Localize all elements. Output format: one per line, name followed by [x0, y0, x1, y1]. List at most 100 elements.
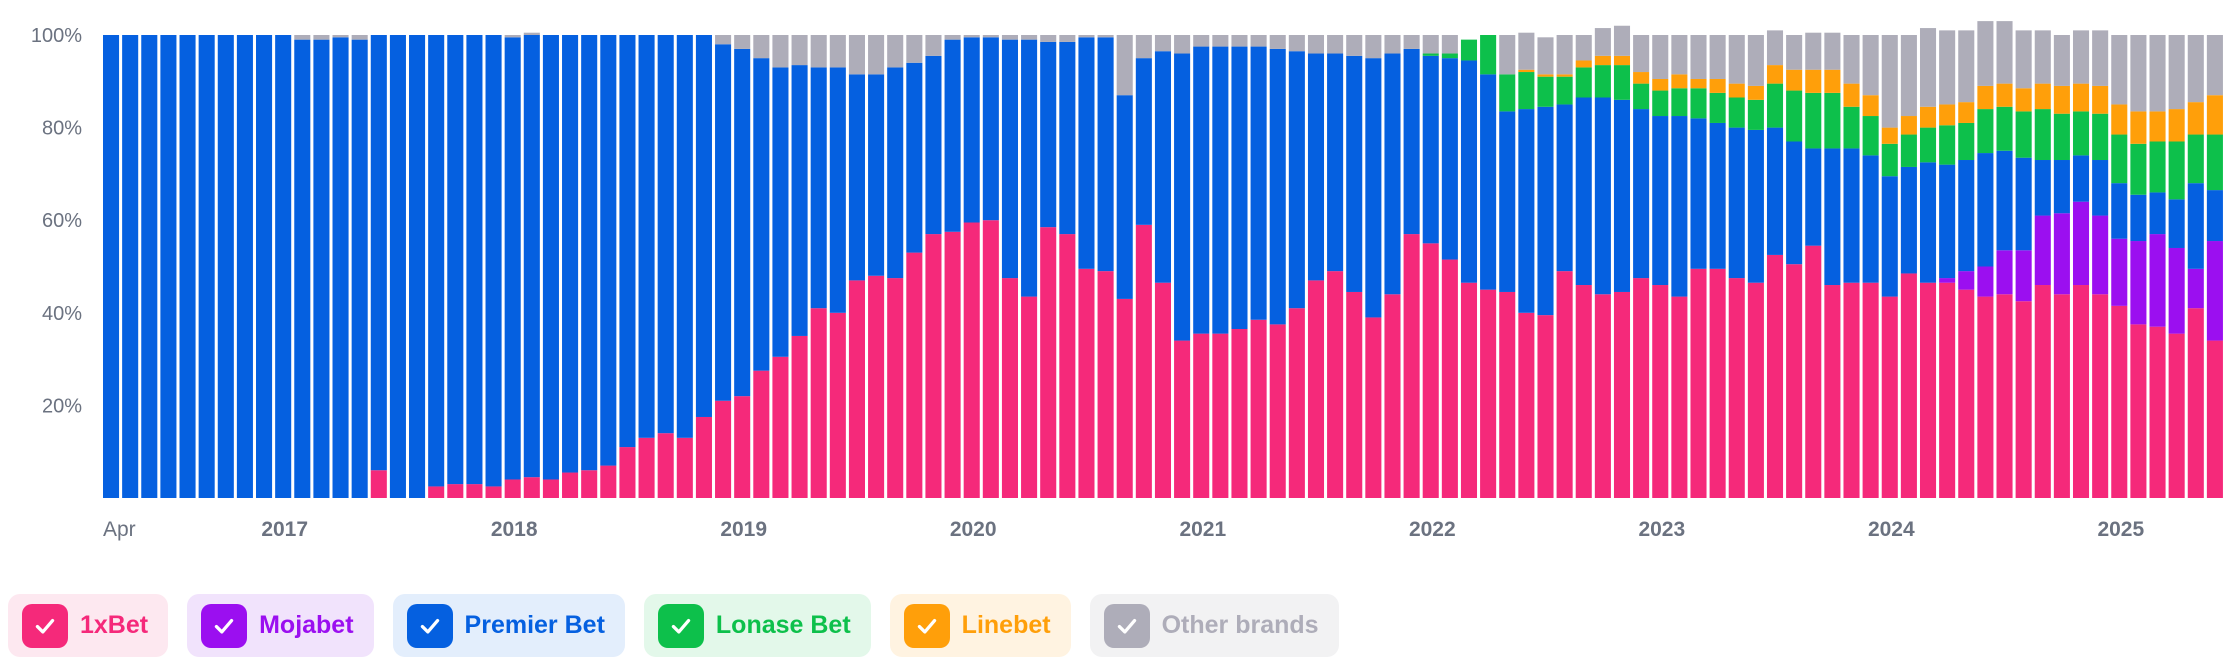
bar-segment-mojabet[interactable] — [1996, 250, 2013, 295]
bar-segment-premier-bet[interactable] — [485, 35, 502, 487]
bar-segment-1xbet[interactable] — [2015, 301, 2032, 498]
bar-group[interactable] — [925, 35, 942, 498]
bar-segment-premier-bet[interactable] — [1040, 41, 1057, 228]
bar-segment-premier-bet[interactable] — [1422, 55, 1439, 244]
bar-segment-lonase-bet[interactable] — [1575, 67, 1592, 98]
bar-segment-other-brands[interactable] — [1327, 35, 1344, 54]
bar-group[interactable] — [103, 35, 120, 498]
bar-group[interactable] — [1766, 30, 1784, 498]
bar-group[interactable] — [1059, 35, 1076, 498]
bar-segment-1xbet[interactable] — [944, 231, 961, 498]
bar-group[interactable] — [1441, 35, 1458, 498]
bar-segment-1xbet[interactable] — [600, 465, 617, 498]
bar-segment-1xbet[interactable] — [753, 370, 770, 498]
bar-group[interactable] — [523, 32, 540, 498]
bar-segment-linebet[interactable] — [2168, 109, 2185, 142]
bar-segment-other-brands[interactable] — [1059, 35, 1076, 42]
bar-group[interactable] — [2072, 30, 2090, 498]
bar-segment-other-brands[interactable] — [2015, 30, 2032, 89]
bar-segment-1xbet[interactable] — [1518, 312, 1535, 498]
bar-segment-linebet[interactable] — [1862, 95, 1879, 117]
bar-group[interactable] — [236, 35, 253, 498]
bar-segment-other-brands[interactable] — [1250, 35, 1267, 47]
bar-segment-1xbet[interactable] — [1671, 296, 1688, 498]
bar-group[interactable] — [1786, 35, 1803, 498]
bar-segment-other-brands[interactable] — [1575, 35, 1592, 61]
bar-segment-linebet[interactable] — [2034, 83, 2051, 110]
bar-segment-premier-bet[interactable] — [1766, 127, 1784, 255]
bar-segment-other-brands[interactable] — [1824, 32, 1841, 70]
bar-segment-1xbet[interactable] — [2053, 294, 2070, 498]
bar-group[interactable] — [485, 35, 502, 498]
bar-segment-lonase-bet[interactable] — [1690, 88, 1707, 119]
bar-group[interactable] — [1556, 35, 1573, 498]
bar-group[interactable] — [313, 35, 330, 498]
bar-segment-1xbet[interactable] — [1346, 291, 1363, 498]
bar-segment-1xbet[interactable] — [1288, 308, 1305, 498]
bar-segment-1xbet[interactable] — [2130, 324, 2147, 499]
bar-segment-premier-bet[interactable] — [562, 35, 579, 473]
bar-segment-lonase-bet[interactable] — [1480, 35, 1497, 75]
bar-segment-other-brands[interactable] — [1384, 35, 1401, 54]
bar-segment-linebet[interactable] — [1575, 60, 1592, 68]
bar-segment-premier-bet[interactable] — [1250, 46, 1267, 320]
bar-segment-other-brands[interactable] — [2187, 35, 2204, 103]
bar-segment-premier-bet[interactable] — [2187, 183, 2204, 269]
bar-group[interactable] — [1671, 35, 1688, 498]
bar-segment-1xbet[interactable] — [1594, 294, 1611, 498]
bar-group[interactable] — [1575, 35, 1592, 498]
bar-segment-1xbet[interactable] — [2072, 285, 2090, 498]
bar-segment-linebet[interactable] — [1824, 69, 1841, 93]
bar-group[interactable] — [619, 35, 636, 498]
bar-segment-lonase-bet[interactable] — [2015, 111, 2032, 158]
bar-group[interactable] — [944, 35, 961, 498]
bar-segment-mojabet[interactable] — [2072, 201, 2090, 286]
checkbox-checked-icon[interactable] — [657, 603, 704, 648]
bar-segment-other-brands[interactable] — [332, 35, 349, 38]
bar-segment-1xbet[interactable] — [447, 484, 464, 498]
bar-segment-premier-bet[interactable] — [1652, 116, 1669, 286]
bar-group[interactable] — [695, 35, 712, 498]
bar-group[interactable] — [504, 35, 521, 498]
bar-segment-other-brands[interactable] — [1135, 35, 1152, 59]
bar-segment-other-brands[interactable] — [753, 35, 770, 59]
bar-group[interactable] — [1346, 35, 1363, 498]
bar-segment-1xbet[interactable] — [504, 479, 521, 498]
bar-segment-premier-bet[interactable] — [2053, 160, 2070, 214]
bar-segment-linebet[interactable] — [1805, 69, 1822, 93]
bar-group[interactable] — [122, 35, 139, 498]
bar-segment-other-brands[interactable] — [829, 35, 846, 68]
bar-group[interactable] — [1958, 30, 1975, 498]
bar-group[interactable] — [791, 35, 808, 498]
bar-segment-premier-bet[interactable] — [963, 37, 980, 223]
bar-group[interactable] — [1174, 35, 1191, 498]
bar-segment-1xbet[interactable] — [1958, 289, 1975, 498]
bar-segment-mojabet[interactable] — [2149, 234, 2166, 327]
bar-segment-other-brands[interactable] — [1996, 21, 2013, 84]
bar-group[interactable] — [2130, 35, 2147, 499]
bar-group[interactable] — [1097, 35, 1114, 498]
bar-segment-other-brands[interactable] — [1021, 35, 1038, 40]
bar-segment-1xbet[interactable] — [1996, 294, 2013, 498]
bar-segment-linebet[interactable] — [1977, 85, 1994, 110]
bar-segment-1xbet[interactable] — [1881, 296, 1898, 498]
bar-segment-premier-bet[interactable] — [179, 35, 196, 498]
bar-segment-premier-bet[interactable] — [409, 35, 426, 498]
bar-group[interactable] — [1633, 35, 1650, 498]
bar-segment-other-brands[interactable] — [1040, 35, 1057, 42]
bar-segment-1xbet[interactable] — [963, 222, 980, 498]
bar-segment-1xbet[interactable] — [887, 278, 904, 498]
bar-segment-1xbet[interactable] — [1403, 234, 1420, 498]
bar-segment-lonase-bet[interactable] — [1747, 99, 1764, 130]
bar-segment-premier-bet[interactable] — [217, 35, 234, 498]
bar-group[interactable] — [466, 35, 483, 498]
bar-segment-1xbet[interactable] — [925, 234, 942, 498]
bar-segment-premier-bet[interactable] — [715, 44, 732, 401]
bar-segment-premier-bet[interactable] — [2034, 160, 2051, 216]
bar-group[interactable] — [1824, 32, 1841, 498]
bar-group[interactable] — [1728, 35, 1745, 498]
bar-group[interactable] — [542, 35, 559, 498]
bar-segment-premier-bet[interactable] — [1288, 51, 1305, 309]
bar-segment-1xbet[interactable] — [1040, 227, 1057, 498]
bar-group[interactable] — [715, 35, 732, 498]
